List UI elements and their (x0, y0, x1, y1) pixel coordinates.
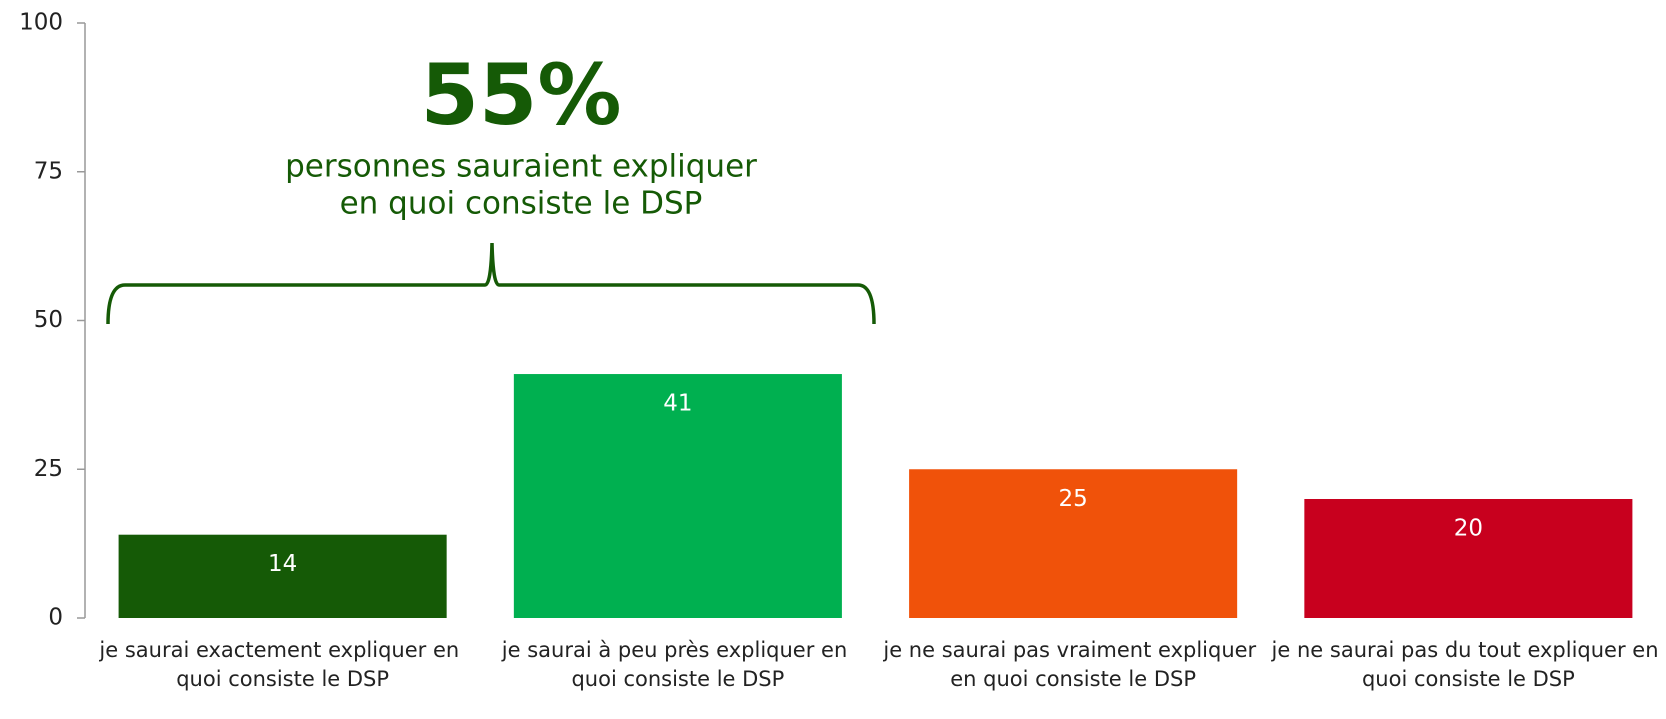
value-label: 41 (663, 391, 692, 417)
bar (1304, 499, 1633, 618)
bar (513, 374, 842, 618)
x-tick-label: je ne saurai pas vraiment expliquer en q… (882, 638, 1263, 691)
annotation-headline: 55% (420, 46, 621, 144)
y-tick-label: 100 (19, 10, 63, 36)
y-tick-label: 75 (34, 158, 63, 184)
annotation-line: personnes sauraient expliquer (285, 149, 757, 185)
y-tick-label: 25 (34, 456, 63, 482)
value-label: 25 (1058, 486, 1087, 512)
x-tick-label: je ne saurai pas du tout expliquer en qu… (1271, 638, 1666, 691)
y-tick-label: 50 (34, 307, 63, 333)
annotation-line: en quoi consiste le DSP (340, 186, 703, 222)
y-tick-label: 0 (48, 605, 63, 631)
bar (118, 534, 447, 618)
x-tick-label: je saurai à peu près expliquer en quoi c… (501, 638, 854, 691)
x-tick-label: je saurai exactement expliquer en quoi c… (98, 638, 465, 691)
value-label: 14 (268, 551, 297, 577)
value-label: 20 (1454, 516, 1483, 542)
brace (106, 242, 876, 325)
bar (909, 469, 1238, 618)
